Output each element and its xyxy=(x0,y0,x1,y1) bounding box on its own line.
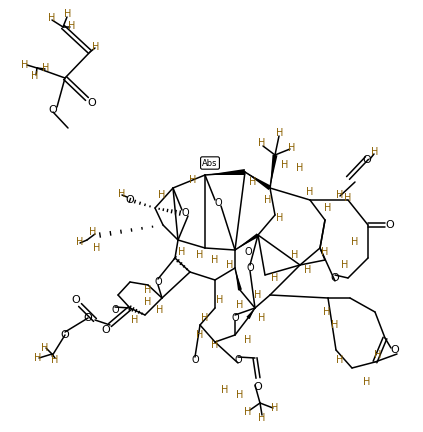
Polygon shape xyxy=(245,172,271,190)
Text: O: O xyxy=(126,195,135,205)
Text: H: H xyxy=(196,250,204,260)
Text: H: H xyxy=(258,413,266,423)
Text: H: H xyxy=(324,203,332,213)
Text: H: H xyxy=(144,285,152,295)
Text: O: O xyxy=(231,313,239,323)
Text: H: H xyxy=(249,177,257,187)
Text: H: H xyxy=(258,313,266,323)
Text: H: H xyxy=(371,147,379,157)
Text: H: H xyxy=(236,300,244,310)
Text: O: O xyxy=(386,220,394,230)
Text: H: H xyxy=(89,227,97,237)
Text: O: O xyxy=(88,98,96,108)
Text: H: H xyxy=(41,343,49,353)
Polygon shape xyxy=(205,169,245,175)
Text: H: H xyxy=(31,71,38,81)
Text: H: H xyxy=(304,265,312,275)
Text: H: H xyxy=(216,295,224,305)
Text: H: H xyxy=(190,175,197,185)
Text: H: H xyxy=(321,247,329,257)
Text: H: H xyxy=(34,353,42,363)
Text: O: O xyxy=(181,208,189,218)
Text: H: H xyxy=(336,355,343,365)
Text: H: H xyxy=(51,355,59,365)
Text: H: H xyxy=(244,335,252,345)
Text: H: H xyxy=(42,63,49,73)
Text: O: O xyxy=(60,330,69,340)
Text: H: H xyxy=(226,260,233,270)
Text: H: H xyxy=(236,390,244,400)
Text: H: H xyxy=(306,187,314,197)
Text: H: H xyxy=(258,138,266,148)
Text: H: H xyxy=(21,60,29,70)
Text: O: O xyxy=(71,295,80,305)
Polygon shape xyxy=(235,233,259,250)
Text: H: H xyxy=(288,143,296,153)
Text: O: O xyxy=(84,313,92,323)
Text: H: H xyxy=(297,163,304,173)
Text: H: H xyxy=(76,237,84,247)
Text: H: H xyxy=(93,243,101,253)
Text: H: H xyxy=(276,128,284,138)
Text: H: H xyxy=(374,350,382,360)
Text: H: H xyxy=(196,330,204,340)
Text: H: H xyxy=(144,297,152,307)
Text: H: H xyxy=(276,213,284,223)
Text: O: O xyxy=(49,105,58,115)
Text: O: O xyxy=(254,382,262,392)
Text: H: H xyxy=(244,407,252,417)
Text: H: H xyxy=(68,21,76,31)
Text: H: H xyxy=(201,313,209,323)
Text: H: H xyxy=(157,305,164,315)
Polygon shape xyxy=(270,155,277,188)
Text: H: H xyxy=(291,250,299,260)
Text: H: H xyxy=(212,255,219,265)
Text: O: O xyxy=(111,305,119,315)
Text: H: H xyxy=(212,340,219,350)
Text: O: O xyxy=(246,263,254,273)
Text: O: O xyxy=(390,345,399,355)
Text: H: H xyxy=(363,377,371,387)
Text: O: O xyxy=(234,355,242,365)
Text: O: O xyxy=(102,325,110,335)
Text: H: H xyxy=(221,385,229,395)
Text: Abs: Abs xyxy=(202,159,218,168)
Text: H: H xyxy=(323,307,331,317)
Text: H: H xyxy=(344,193,352,203)
Text: H: H xyxy=(48,13,56,23)
Text: O: O xyxy=(214,198,222,208)
Polygon shape xyxy=(246,308,255,319)
Text: H: H xyxy=(158,190,166,200)
Text: H: H xyxy=(118,189,126,199)
Text: O: O xyxy=(191,355,199,365)
Text: O: O xyxy=(363,155,371,165)
Text: H: H xyxy=(92,42,100,52)
Text: H: H xyxy=(264,195,272,205)
Text: H: H xyxy=(352,237,359,247)
Text: H: H xyxy=(254,290,262,300)
Polygon shape xyxy=(235,268,242,290)
Text: H: H xyxy=(281,160,288,170)
Text: H: H xyxy=(331,320,339,330)
Text: H: H xyxy=(271,403,279,413)
Text: H: H xyxy=(341,260,349,270)
Text: H: H xyxy=(131,315,139,325)
Text: O: O xyxy=(331,273,339,283)
Text: O: O xyxy=(244,247,252,257)
Text: H: H xyxy=(64,9,71,19)
Text: H: H xyxy=(271,273,279,283)
Text: H: H xyxy=(336,190,343,200)
Text: H: H xyxy=(179,247,186,257)
Text: O: O xyxy=(154,277,162,287)
